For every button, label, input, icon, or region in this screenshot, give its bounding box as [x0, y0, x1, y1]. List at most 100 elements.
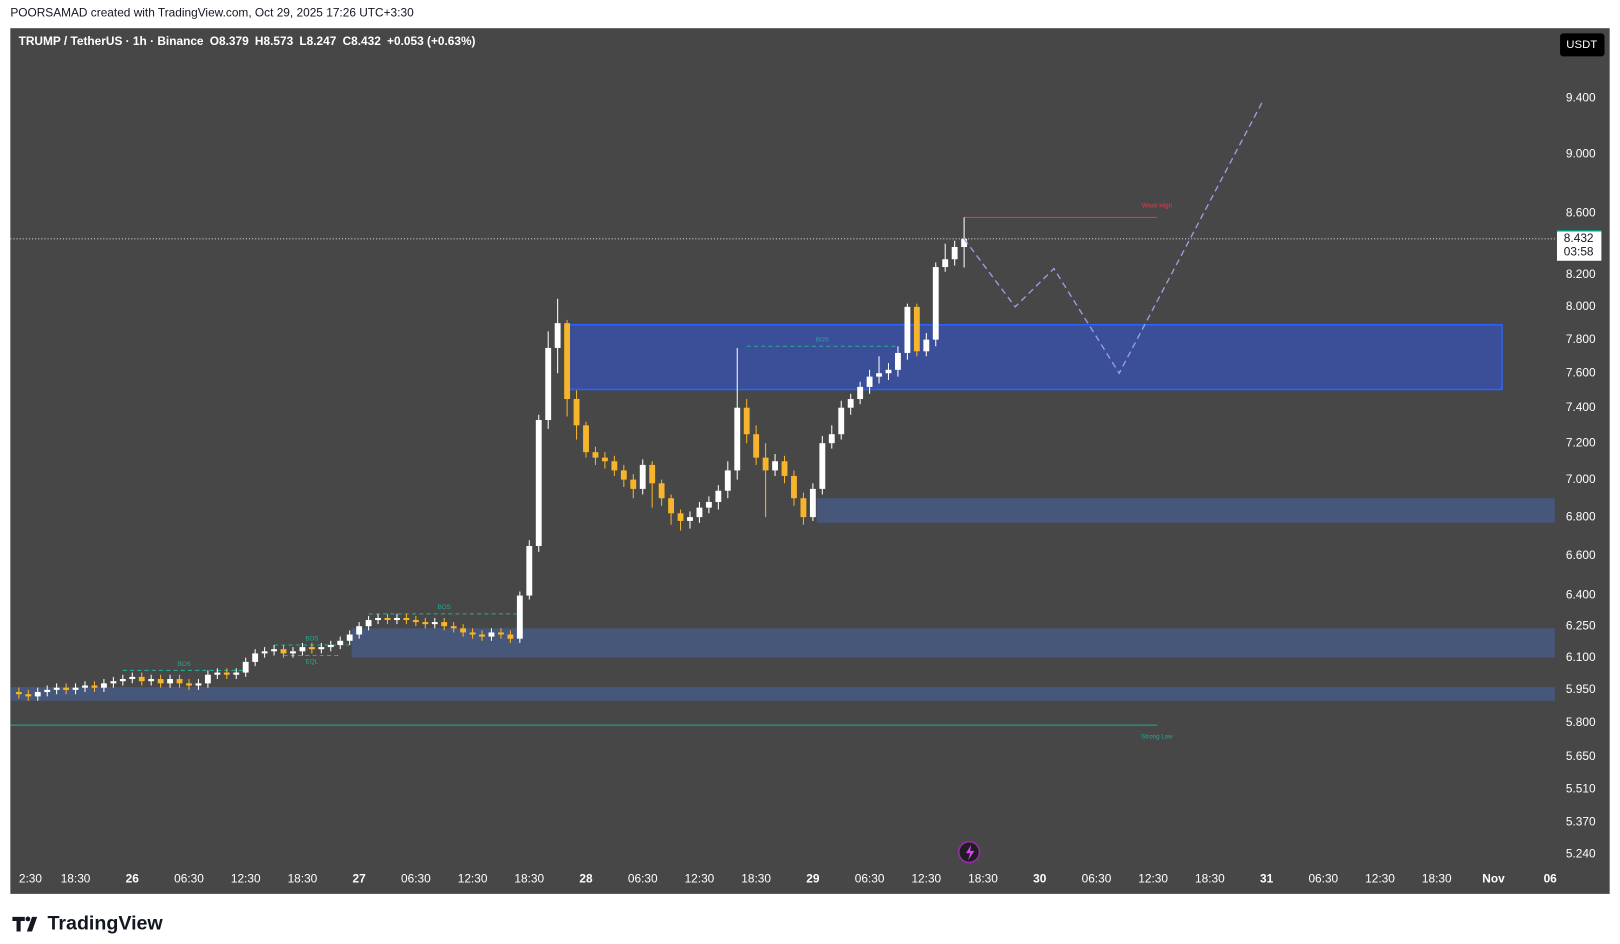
y-tick-label: 5.950: [1566, 682, 1596, 696]
level-label: Weak High: [1142, 203, 1173, 210]
candle-body: [668, 498, 675, 514]
zone: [10, 687, 1555, 701]
x-tick-label: 12:30: [1138, 871, 1168, 885]
y-tick-label: 5.240: [1566, 846, 1596, 860]
x-tick-label: 12:30: [458, 871, 488, 885]
structure-label: BOS: [438, 604, 451, 611]
alert-bolt: [966, 844, 975, 861]
candle-body: [63, 687, 70, 690]
logo-icon: [12, 916, 38, 932]
candle-body: [677, 513, 684, 521]
candle-body: [932, 267, 939, 340]
y-tick-label: 8.200: [1566, 267, 1596, 281]
legend-value: +0.053 (+0.63%): [387, 34, 475, 48]
y-tick-label: 6.100: [1566, 650, 1596, 664]
brand-logo: TradingView: [12, 912, 163, 934]
candle-body: [800, 498, 807, 518]
candle-body: [280, 649, 287, 654]
candle-body: [318, 647, 325, 650]
candle-body: [573, 399, 580, 426]
x-tick-label: 06:30: [855, 871, 885, 885]
candle-body: [15, 692, 22, 695]
y-tick-label: 7.400: [1566, 400, 1596, 414]
candle-body: [526, 545, 533, 596]
candle-body: [290, 651, 296, 654]
x-tick-label: 18:30: [1422, 871, 1452, 885]
candle-body: [384, 617, 391, 621]
symbol-legend: TRUMP / TetherUS · 1h · Binance O8.379 H8.…: [19, 34, 476, 48]
y-tick-label: 7.000: [1566, 472, 1596, 486]
candle-body: [828, 434, 835, 444]
x-tick-label: 18:30: [61, 871, 91, 885]
candle-body: [620, 470, 627, 480]
x-tick-label: 06:30: [1308, 871, 1338, 885]
candle-body: [375, 617, 381, 621]
y-tick-label: 5.510: [1566, 781, 1596, 795]
candle-body: [942, 259, 949, 268]
x-tick-label: 26: [126, 871, 140, 885]
legend-value: L8.247: [299, 34, 336, 48]
candle-body: [923, 339, 930, 352]
candle-body: [441, 622, 448, 627]
candle-body: [337, 640, 344, 645]
candle-body: [233, 672, 240, 675]
plot-area: BOS BOS EQL BOS BOS Weak High Strong Low: [10, 100, 1555, 740]
candle-body: [885, 369, 892, 374]
zone: [816, 498, 1555, 523]
candle-body: [838, 407, 845, 435]
candle-body: [847, 399, 854, 408]
x-tick-label: 12:30: [1365, 871, 1395, 885]
logo-dot: [25, 916, 31, 922]
level-label: Strong Low: [1141, 733, 1173, 740]
candle-body: [431, 622, 438, 625]
candle-body: [611, 461, 618, 471]
candle-body: [951, 246, 958, 260]
x-tick-label: 12:30: [911, 871, 941, 885]
structure-label: BOS: [178, 661, 191, 668]
x-tick-label: 28: [579, 871, 593, 885]
candle-body: [327, 644, 334, 648]
candle-body: [100, 683, 107, 688]
last-price-box: [1556, 231, 1602, 261]
zone: [351, 628, 1555, 658]
candle-body: [791, 475, 797, 499]
x-tick-label: 31: [1260, 871, 1274, 885]
candle-body: [687, 517, 693, 521]
structure-label: BOS: [305, 635, 318, 642]
candle-body: [82, 685, 88, 688]
candle-body: [705, 501, 712, 508]
x-tick-label: 06: [1544, 871, 1558, 885]
x-tick-label: Nov: [1482, 871, 1505, 885]
candle-body: [119, 679, 126, 682]
candle-body: [781, 461, 788, 476]
candle-body: [866, 376, 873, 387]
candle-body: [72, 687, 79, 690]
candle-body: [488, 632, 495, 637]
candle-body: [346, 634, 353, 641]
candle-body: [895, 352, 901, 370]
x-tick-label: 18:30: [1195, 871, 1225, 885]
currency-box: [1560, 33, 1605, 57]
x-tick-label: 06:30: [401, 871, 431, 885]
y-tick-label: 5.370: [1566, 815, 1596, 829]
x-tick-label: 12:30: [685, 871, 715, 885]
y-tick-label: 5.650: [1566, 749, 1596, 763]
y-tick-label: 9.000: [1566, 147, 1596, 161]
y-tick-label: 8.000: [1566, 299, 1596, 313]
candle-body: [857, 386, 864, 400]
candle-body: [176, 679, 183, 684]
y-tick-label: 9.400: [1566, 90, 1596, 104]
countdown: 03:58: [1564, 245, 1594, 259]
candle-body: [412, 620, 419, 623]
x-tick-label: 18:30: [514, 871, 544, 885]
y-tick-label: 5.800: [1566, 715, 1596, 729]
attribution: POORSAMAD created with TradingView.com, …: [10, 6, 414, 20]
y-tick-label: 7.200: [1566, 435, 1596, 449]
candle-body: [308, 647, 315, 650]
candle-body: [356, 626, 363, 635]
candle-body: [639, 464, 646, 489]
structure-label: BOS: [816, 337, 829, 344]
x-tick-label: 06:30: [1082, 871, 1112, 885]
brand: TradingView: [48, 912, 164, 934]
